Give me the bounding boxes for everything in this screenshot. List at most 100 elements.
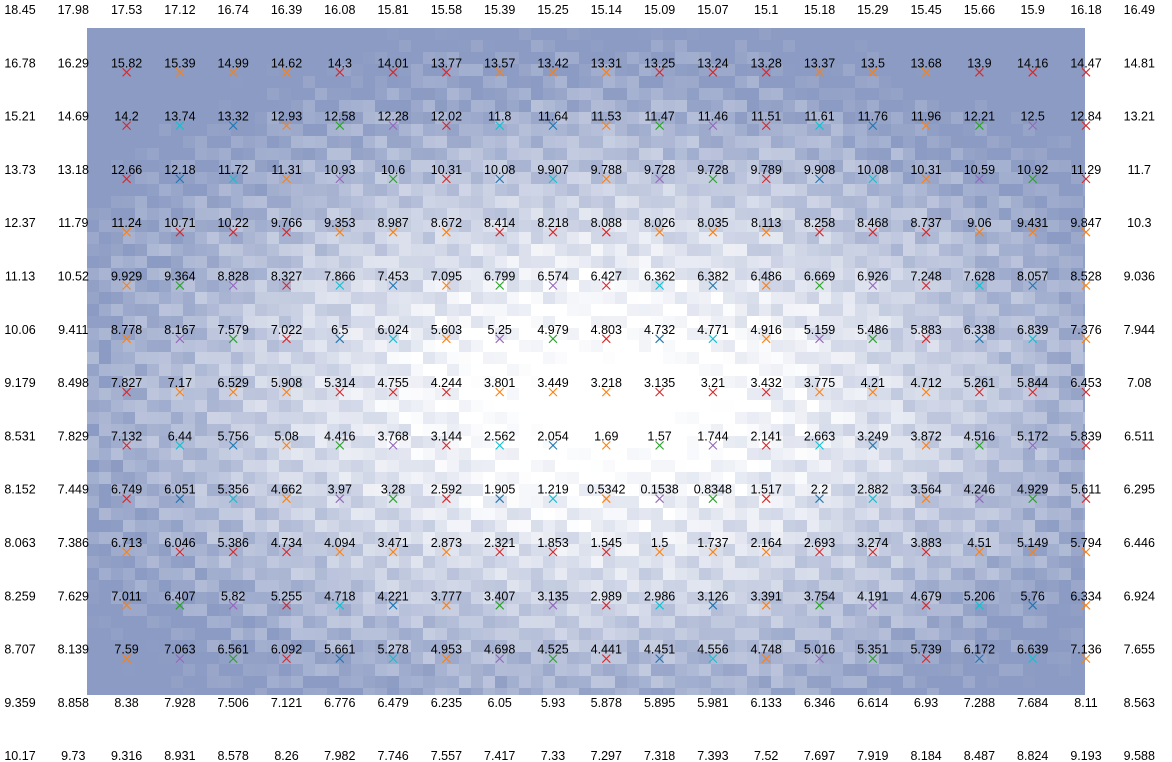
- background-tile: [951, 676, 963, 688]
- background-tile: [723, 148, 735, 160]
- background-tile: [687, 148, 699, 160]
- background-tile: [867, 460, 879, 472]
- background-tile: [771, 232, 783, 244]
- background-tile: [135, 148, 147, 160]
- background-tile: [1083, 100, 1085, 112]
- background-tile: [687, 100, 699, 112]
- background-tile: [627, 388, 639, 400]
- background-tile: [603, 76, 615, 88]
- background-tile: [891, 436, 903, 448]
- background-tile: [399, 76, 411, 88]
- cell-value-label: 6.051: [164, 483, 195, 497]
- background-tile: [1011, 256, 1023, 268]
- background-tile: [171, 460, 183, 472]
- background-tile: [315, 184, 327, 196]
- cell-value-label: 8.327: [271, 270, 302, 284]
- background-tile: [531, 400, 543, 412]
- background-tile: [579, 640, 591, 652]
- background-tile: [399, 28, 411, 40]
- background-tile: [495, 604, 507, 616]
- background-tile: [987, 688, 999, 695]
- background-tile: [279, 64, 291, 76]
- background-tile: [363, 676, 375, 688]
- cell-value-label: 7.506: [218, 696, 249, 710]
- background-tile: [483, 604, 495, 616]
- background-tile: [675, 592, 687, 604]
- background-tile: [531, 208, 543, 220]
- background-tile: [867, 88, 879, 100]
- background-tile: [675, 532, 687, 544]
- background-tile: [987, 352, 999, 364]
- background-tile: [303, 544, 315, 556]
- cell-value-label: 3.135: [537, 589, 568, 603]
- background-tile: [387, 448, 399, 460]
- background-tile: [195, 88, 207, 100]
- background-tile: [123, 412, 135, 424]
- background-tile: [471, 148, 483, 160]
- background-tile: [483, 460, 495, 472]
- background-tile: [555, 520, 567, 532]
- background-tile: [687, 340, 699, 352]
- background-tile: [747, 520, 759, 532]
- background-tile: [711, 460, 723, 472]
- background-tile: [315, 40, 327, 52]
- background-tile: [723, 64, 735, 76]
- background-tile: [111, 256, 123, 268]
- background-tile: [687, 400, 699, 412]
- background-tile: [543, 40, 555, 52]
- background-tile: [255, 388, 267, 400]
- background-tile: [939, 52, 951, 64]
- background-tile: [519, 544, 531, 556]
- background-tile: [915, 304, 927, 316]
- cell-value-label: 6.334: [1070, 589, 1101, 603]
- background-tile: [207, 172, 219, 184]
- background-tile: [651, 148, 663, 160]
- background-tile: [591, 688, 603, 695]
- background-tile: [1059, 376, 1071, 388]
- background-tile: [627, 40, 639, 52]
- background-tile: [783, 592, 795, 604]
- background-tile: [87, 496, 99, 508]
- background-tile: [135, 28, 147, 40]
- background-tile: [819, 208, 831, 220]
- background-tile: [495, 52, 507, 64]
- background-tile: [291, 340, 303, 352]
- background-tile: [915, 508, 927, 520]
- background-tile: [363, 460, 375, 472]
- background-tile: [951, 520, 963, 532]
- background-tile: [255, 304, 267, 316]
- background-tile: [147, 616, 159, 628]
- background-tile: [423, 52, 435, 64]
- background-tile: [519, 220, 531, 232]
- cell-value-label: 11.24: [111, 216, 141, 230]
- background-tile: [219, 208, 231, 220]
- background-tile: [267, 28, 279, 40]
- background-tile: [207, 688, 219, 695]
- background-tile: [771, 196, 783, 208]
- background-tile: [615, 184, 627, 196]
- background-tile: [711, 28, 723, 40]
- background-tile: [315, 64, 327, 76]
- background-tile: [939, 460, 951, 472]
- background-tile: [831, 400, 843, 412]
- background-tile: [1071, 364, 1083, 376]
- background-tile: [963, 412, 975, 424]
- background-tile: [831, 100, 843, 112]
- background-tile: [1035, 76, 1047, 88]
- background-tile: [351, 460, 363, 472]
- background-tile: [291, 664, 303, 676]
- background-tile: [231, 112, 243, 124]
- background-tile: [819, 184, 831, 196]
- background-tile: [255, 664, 267, 676]
- background-tile: [375, 112, 387, 124]
- background-tile: [531, 292, 543, 304]
- background-tile: [951, 100, 963, 112]
- background-tile: [795, 448, 807, 460]
- background-tile: [735, 304, 747, 316]
- background-tile: [927, 292, 939, 304]
- background-tile: [303, 256, 315, 268]
- background-tile: [171, 52, 183, 64]
- background-tile: [363, 88, 375, 100]
- background-tile: [195, 652, 207, 664]
- background-tile: [291, 88, 303, 100]
